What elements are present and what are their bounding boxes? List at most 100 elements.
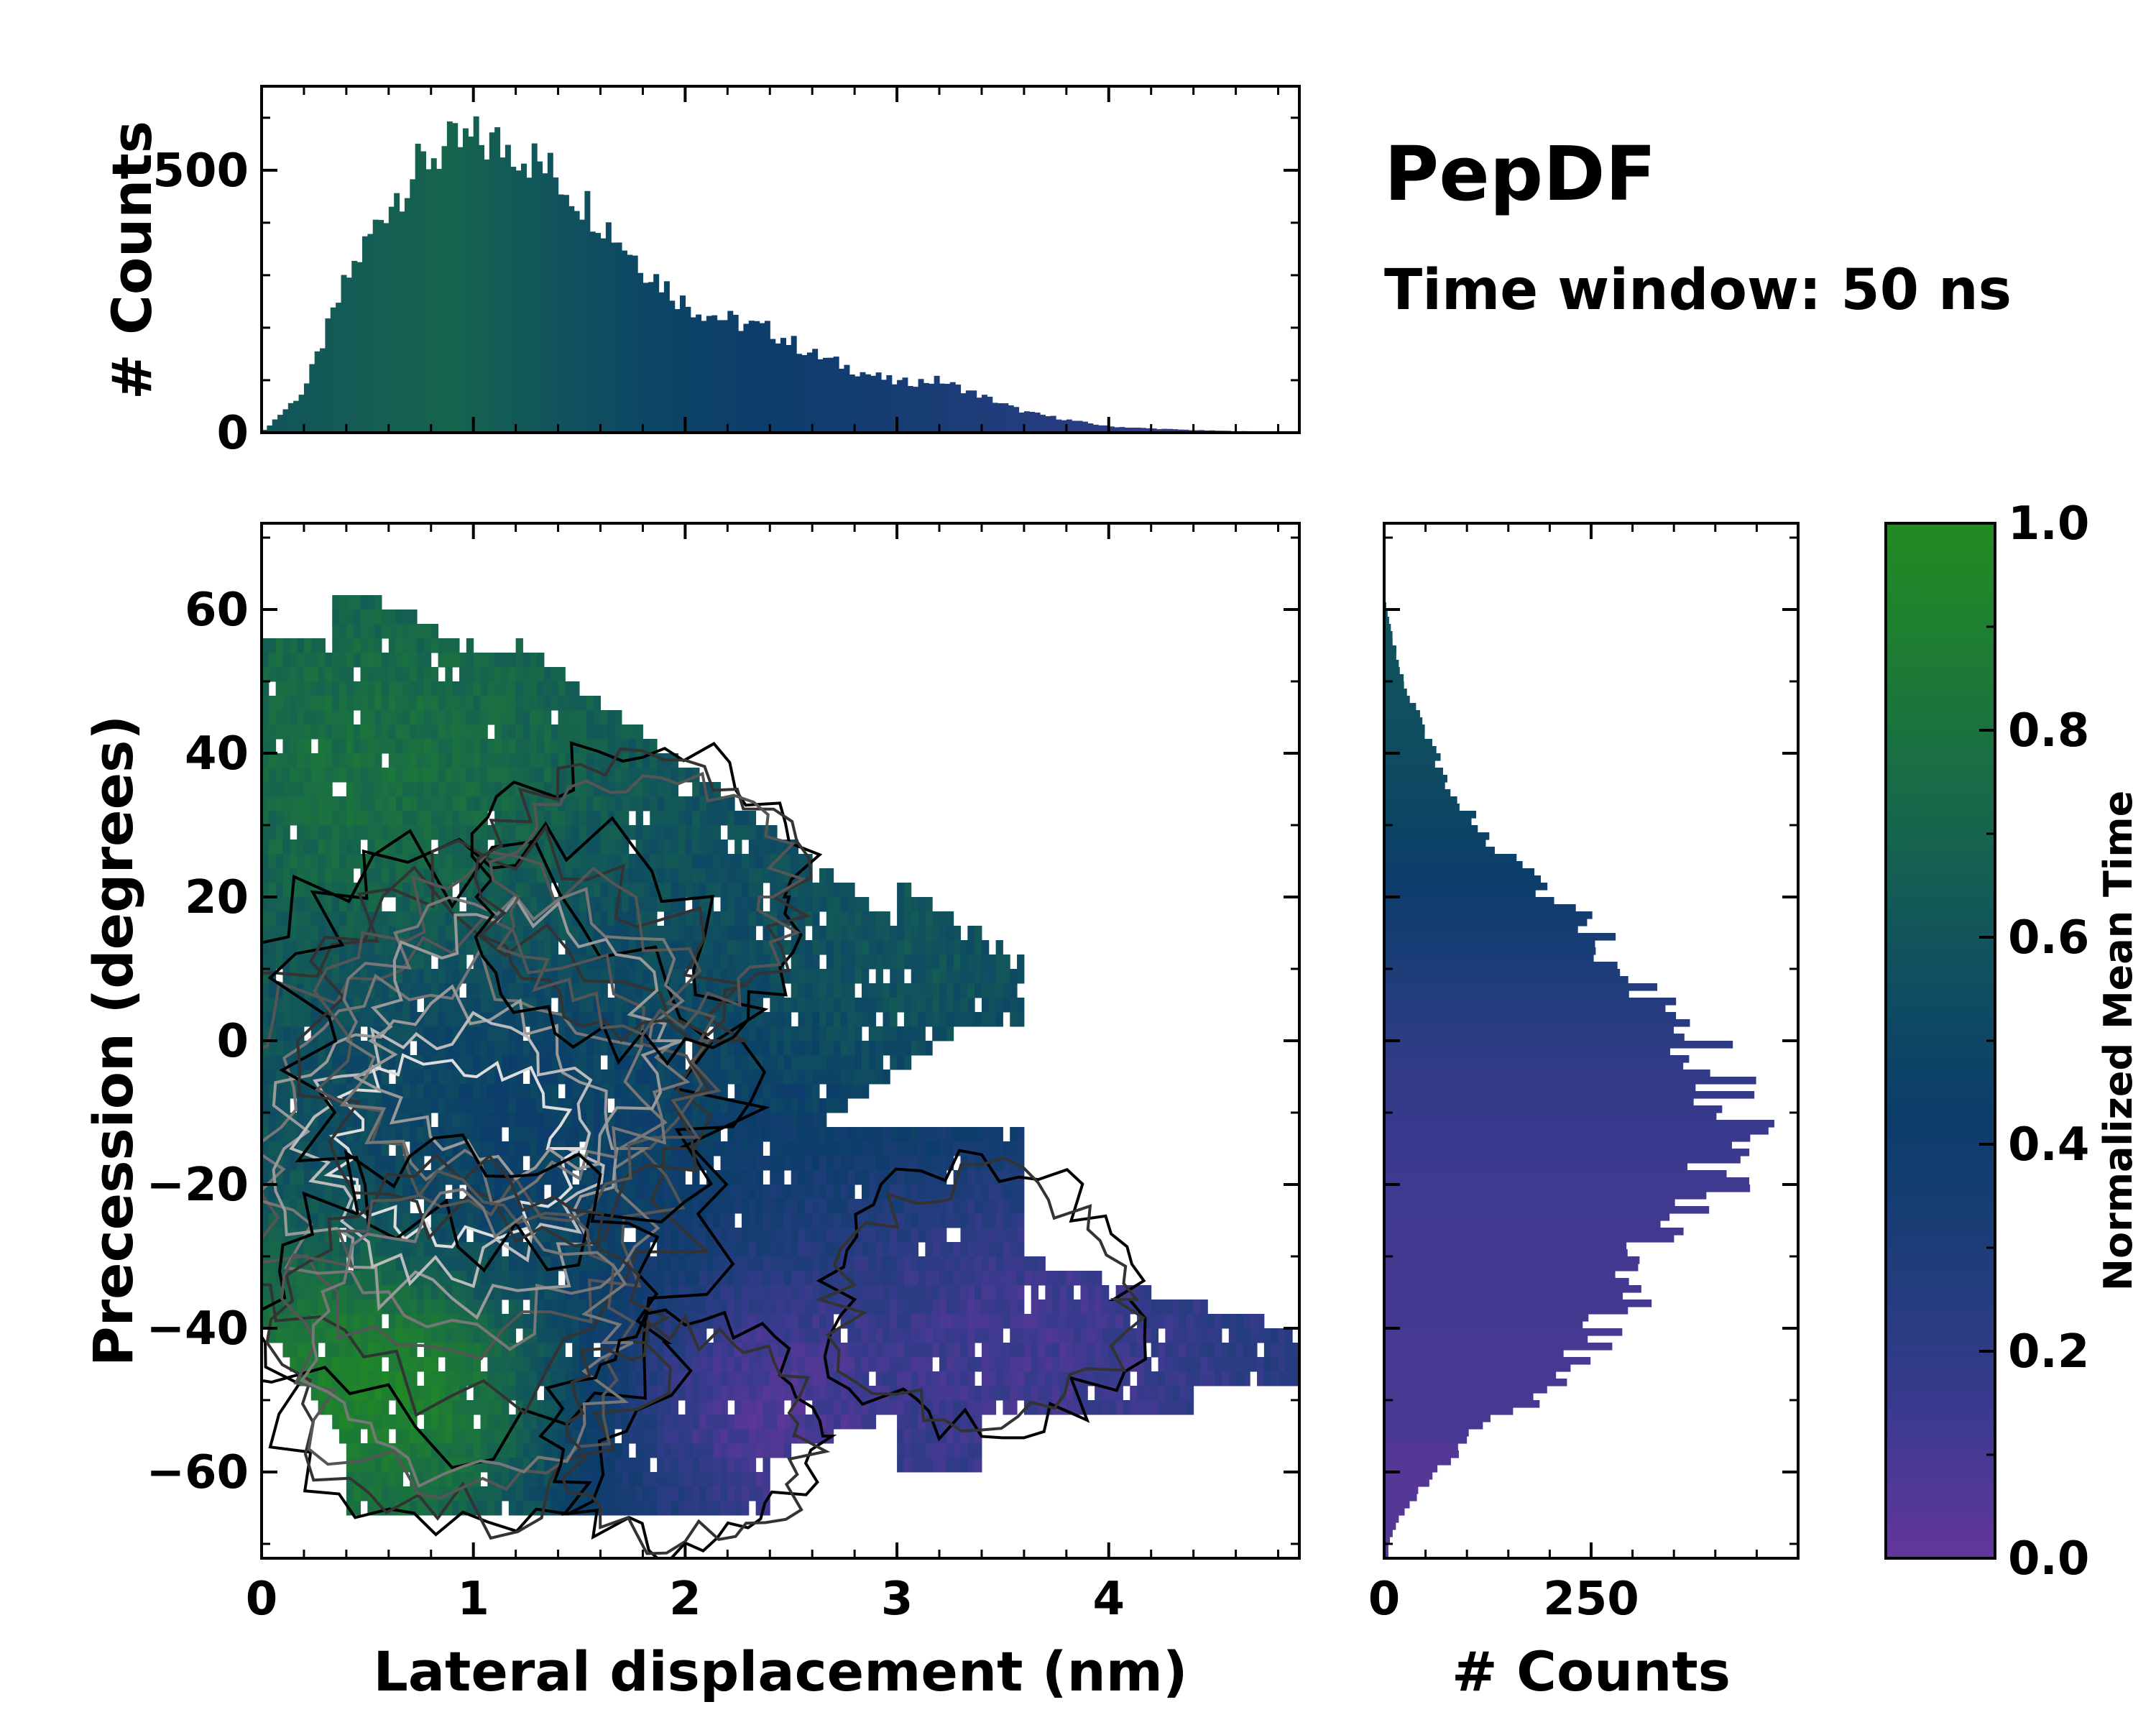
heatmap-cell — [417, 1113, 425, 1128]
heatmap-cell — [558, 1242, 566, 1257]
heatmap-cell — [586, 1041, 594, 1056]
heatmap-cell — [367, 911, 375, 926]
heatmap-cell — [635, 1055, 643, 1070]
top-histogram-bar — [637, 272, 644, 433]
heatmap-cell — [558, 768, 566, 783]
heatmap-cell — [530, 681, 538, 696]
heatmap-cell — [798, 1084, 806, 1099]
heatmap-cell — [663, 1113, 672, 1128]
heatmap-cell — [282, 1026, 290, 1041]
heatmap-cell — [480, 739, 488, 754]
heatmap-cell — [685, 1184, 693, 1200]
heatmap-cell — [911, 1127, 919, 1142]
heatmap-cell — [579, 1429, 587, 1444]
heatmap-cell — [282, 653, 290, 668]
top-histogram-bar — [1040, 415, 1046, 433]
heatmap-cell — [847, 998, 855, 1013]
top-histogram-bar — [1092, 424, 1099, 433]
heatmap-cell — [593, 1472, 602, 1487]
heatmap-cell — [508, 1371, 517, 1386]
heatmap-cell — [268, 840, 277, 855]
top-histogram-bar — [685, 306, 691, 433]
heatmap-cell — [395, 1371, 403, 1386]
heatmap-cell — [275, 1285, 283, 1300]
heatmap-cell — [579, 1300, 587, 1315]
heatmap-cell — [374, 1213, 382, 1228]
heatmap-cell — [522, 1012, 530, 1027]
heatmap-cell — [381, 610, 390, 625]
heatmap-cell — [883, 1026, 890, 1041]
heatmap-cell — [847, 1026, 855, 1041]
heatmap-cell — [310, 667, 319, 682]
heatmap-cell — [508, 1199, 517, 1214]
heatmap-cell — [685, 854, 693, 869]
heatmap-cell — [430, 1084, 439, 1099]
heatmap-cell — [741, 1256, 750, 1271]
heatmap-cell — [600, 1156, 608, 1171]
heatmap-cell — [558, 1026, 566, 1041]
heatmap-cell — [783, 1256, 792, 1271]
heatmap-cell — [833, 1386, 841, 1401]
heatmap-cell — [522, 868, 530, 883]
heatmap-cell — [395, 1386, 403, 1401]
heatmap-cell — [861, 1414, 870, 1430]
heatmap-cell — [543, 681, 552, 696]
heatmap-cell — [826, 1199, 834, 1214]
heatmap-cell — [466, 1501, 474, 1516]
heatmap-cell — [480, 1184, 488, 1200]
heatmap-cell — [798, 1070, 806, 1085]
heatmap-cell — [763, 1429, 770, 1444]
heatmap-cell — [402, 1055, 410, 1070]
heatmap-cell — [692, 883, 700, 898]
heatmap-cell — [410, 610, 418, 625]
heatmap-cell — [459, 681, 467, 696]
heatmap-cell — [727, 825, 735, 840]
top-histogram-bar — [1156, 429, 1163, 433]
heatmap-cell — [501, 1472, 510, 1487]
heatmap-cell — [770, 1271, 778, 1286]
heatmap-cell — [579, 1055, 587, 1070]
heatmap-cell — [657, 897, 665, 912]
heatmap-cell — [903, 1458, 912, 1473]
heatmap-cell — [445, 883, 453, 898]
heatmap-cell — [360, 1371, 368, 1386]
heatmap-cell — [353, 1343, 361, 1358]
heatmap-cell — [565, 1228, 573, 1243]
heatmap-cell — [783, 1414, 792, 1430]
heatmap-cell — [480, 1256, 488, 1271]
top-histogram-bar — [690, 317, 696, 433]
heatmap-cell — [635, 825, 643, 840]
heatmap-cell — [628, 1156, 637, 1171]
heatmap-cell — [374, 1458, 382, 1473]
top-histogram-bar — [860, 372, 866, 433]
heatmap-cell — [346, 610, 354, 625]
heatmap-cell — [600, 983, 608, 998]
heatmap-cell — [262, 768, 270, 783]
heatmap-cell — [770, 840, 778, 855]
heatmap-cell — [572, 1084, 580, 1099]
heatmap-cell — [410, 840, 418, 855]
heatmap-cell — [473, 1343, 482, 1358]
heatmap-cell — [501, 768, 510, 783]
heatmap-cell — [537, 782, 545, 797]
heatmap-cell — [783, 1041, 792, 1056]
heatmap-cell — [367, 1184, 375, 1200]
heatmap-cell — [537, 1184, 545, 1200]
heatmap-cell — [861, 1213, 870, 1228]
heatmap-cell — [262, 897, 270, 912]
heatmap-cell — [819, 969, 827, 984]
heatmap-cell — [586, 1055, 594, 1070]
heatmap-cell — [438, 782, 446, 797]
heatmap-cell — [530, 1084, 538, 1099]
heatmap-cell — [713, 1098, 721, 1113]
heatmap-cell — [487, 1314, 495, 1329]
heatmap-cell — [381, 911, 390, 926]
heatmap-cell — [847, 883, 855, 898]
heatmap-cell — [282, 667, 290, 682]
heatmap-cell — [452, 1328, 460, 1343]
heatmap-cell — [381, 739, 390, 754]
heatmap-cell — [911, 1314, 919, 1329]
heatmap-cell — [537, 1300, 545, 1315]
heatmap-cell — [487, 1098, 495, 1113]
heatmap-cell — [692, 926, 700, 941]
